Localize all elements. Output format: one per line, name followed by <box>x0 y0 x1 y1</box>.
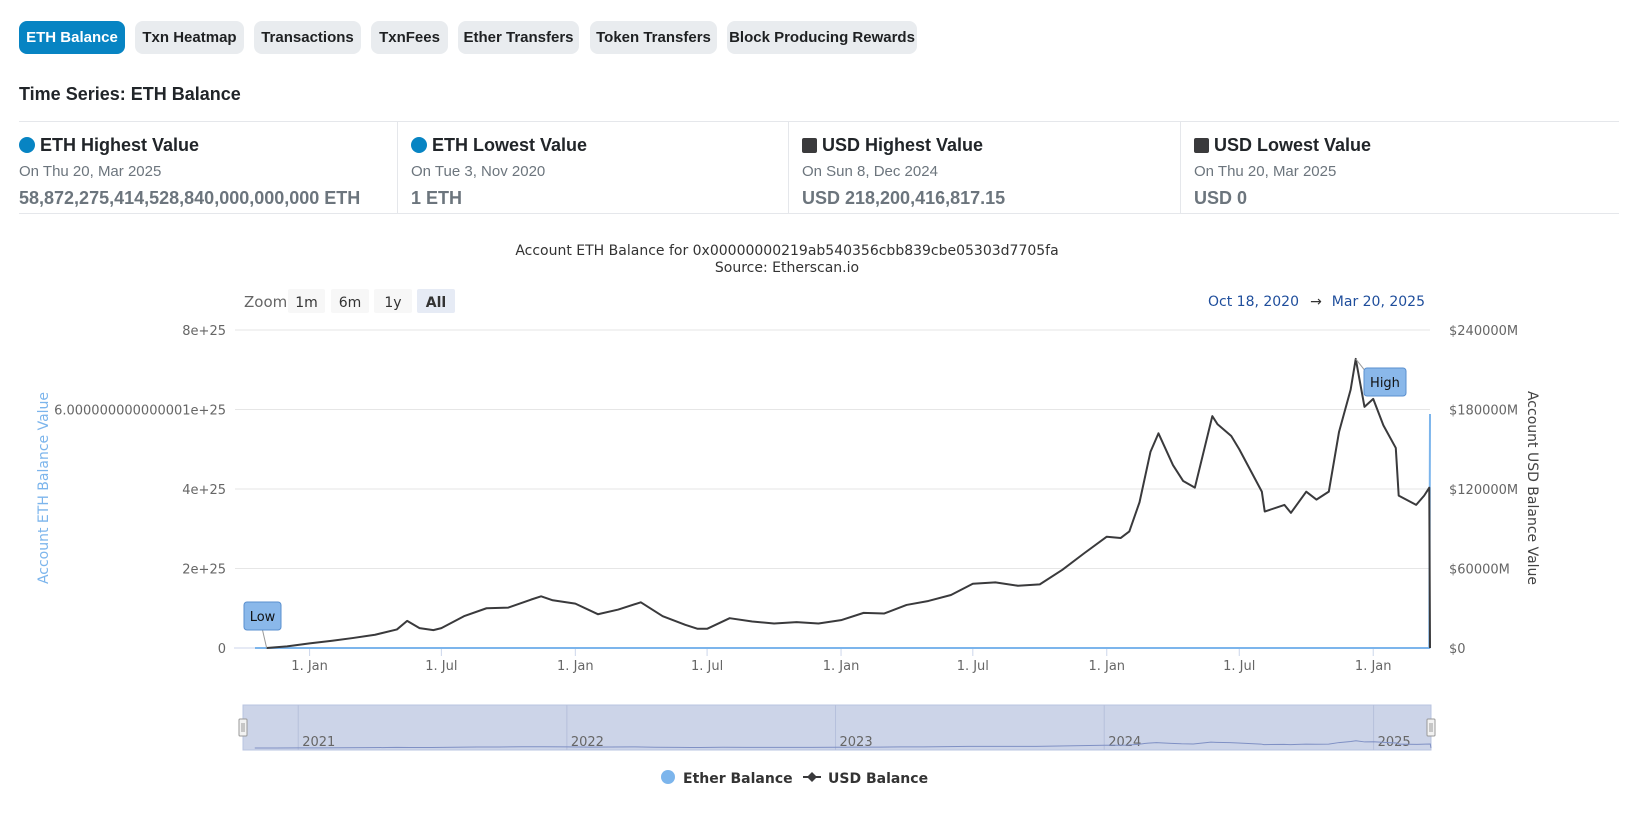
zoom-1y-label: 1y <box>384 295 401 311</box>
stat-value: 58,872,275,414,528,840,000,000,000 ETH <box>19 188 361 208</box>
navigator-right-handle[interactable] <box>1426 718 1436 737</box>
chart-title: Account ETH Balance for 0x00000000219ab5… <box>515 243 1058 259</box>
tab-txnfees[interactable]: TxnFees <box>371 21 448 54</box>
stat-title: ETH Lowest Value <box>432 135 588 155</box>
y-right-tick-label: $0 <box>1449 642 1466 657</box>
stat-value: USD 0 <box>1194 188 1248 208</box>
stat-eth-highest: ETH Highest Value On Thu 20, Mar 2025 58… <box>19 122 397 213</box>
x-tick-label: 1. Jul <box>691 659 723 674</box>
stat-divider <box>1180 122 1181 213</box>
range-from[interactable]: Oct 18, 2020 <box>1208 294 1299 310</box>
y-right-tick-label: $240000M <box>1449 324 1518 339</box>
stat-title: USD Lowest Value <box>1214 135 1372 155</box>
navigator-year-label: 2024 <box>1108 735 1141 750</box>
navigator-year-label: 2023 <box>840 735 873 750</box>
stat-date: On Tue 3, Nov 2020 <box>411 163 546 180</box>
eth-dot-icon <box>19 137 35 153</box>
y-right-tick-label: $180000M <box>1449 404 1518 419</box>
y-left-tick-label: 2e+25 <box>182 563 226 578</box>
zoom-1m-label: 1m <box>295 295 318 311</box>
tab-token-transfers[interactable]: Token Transfers <box>590 21 717 54</box>
tab-txn-heatmap[interactable]: Txn Heatmap <box>135 21 244 54</box>
stat-divider <box>397 122 398 213</box>
annotation-high-flag <box>1363 367 1407 397</box>
usd-square-icon <box>802 138 817 153</box>
section-title: Time Series: ETH Balance <box>19 84 241 104</box>
navigator-left-handle[interactable] <box>238 718 248 737</box>
annotation-high-label: High <box>1370 376 1400 391</box>
y-left-tick-label: 6.000000000000001e+25 <box>54 404 226 419</box>
y-axis-left-title: Account ETH Balance Value <box>36 392 52 584</box>
zoom-1y-button[interactable] <box>374 289 412 313</box>
chart-subtitle: Source: Etherscan.io <box>715 260 859 276</box>
stat-value: USD 218,200,416,817.15 <box>802 188 1006 208</box>
x-tick-label: 1. Jul <box>1223 659 1255 674</box>
legend-item-usd-balance[interactable]: USD Balance <box>828 771 928 787</box>
tab-block-producing-rewards[interactable]: Block Producing Rewards <box>727 21 917 54</box>
range-to[interactable]: Mar 20, 2025 <box>1332 294 1425 310</box>
tab-transactions[interactable]: Transactions <box>254 21 361 54</box>
navigator-series-line <box>254 740 1432 749</box>
stat-usd-highest: USD Highest Value On Sun 8, Dec 2024 USD… <box>802 122 1178 213</box>
tab-ether-transfers[interactable]: Ether Transfers <box>458 21 579 54</box>
ether-balance-legend-dot-icon <box>661 770 675 784</box>
x-tick-label: 1. Jan <box>1088 659 1125 674</box>
x-tick-label: 1. Jul <box>425 659 457 674</box>
ether-balance-line <box>255 413 1431 649</box>
y-left-tick-label: 0 <box>218 642 226 657</box>
stat-eth-lowest: ETH Lowest Value On Tue 3, Nov 2020 1 ET… <box>411 122 787 213</box>
x-tick-label: 1. Jul <box>957 659 989 674</box>
stat-usd-lowest: USD Lowest Value On Thu 20, Mar 2025 USD… <box>1194 122 1594 213</box>
legend-item-ether-balance[interactable]: Ether Balance <box>683 771 793 787</box>
zoom-label: Zoom <box>244 293 287 311</box>
zoom-All-button[interactable] <box>417 289 455 313</box>
range-arrow: → <box>1310 294 1322 310</box>
y-right-tick-label: $120000M <box>1449 483 1518 498</box>
y-axis-right-title: Account USD Balance Value <box>1524 391 1540 585</box>
annotation-low-flag <box>243 601 282 631</box>
x-tick-label: 1. Jan <box>291 659 328 674</box>
eth-dot-icon <box>411 137 427 153</box>
x-tick-label: 1. Jan <box>823 659 860 674</box>
annotation-connector <box>262 629 268 649</box>
y-left-tick-label: 8e+25 <box>182 324 226 339</box>
usd-square-icon <box>1194 138 1209 153</box>
usd-balance-line <box>266 357 1431 649</box>
annotation-low-label: Low <box>250 610 276 625</box>
stat-date: On Sun 8, Dec 2024 <box>802 163 938 180</box>
stat-value: 1 ETH <box>411 188 463 208</box>
x-tick-label: 1. Jan <box>557 659 594 674</box>
tab-eth-balance[interactable]: ETH Balance <box>19 21 125 54</box>
y-right-tick-label: $60000M <box>1449 563 1510 578</box>
stat-title: ETH Highest Value <box>40 135 200 155</box>
stat-date: On Thu 20, Mar 2025 <box>19 163 162 180</box>
x-tick-label: 1. Jan <box>1355 659 1392 674</box>
stat-divider <box>788 122 789 213</box>
eth-balance-chart: Account ETH Balance for 0x00000000219ab5… <box>36 243 1540 787</box>
zoom-6m-button[interactable] <box>331 289 369 313</box>
zoom-6m-label: 6m <box>339 295 362 311</box>
navigator-year-label: 2022 <box>571 735 604 750</box>
stat-title: USD Highest Value <box>822 135 984 155</box>
usd-balance-legend-marker-icon <box>807 772 817 782</box>
zoom-1m-button[interactable] <box>288 289 325 313</box>
navigator-year-label: 2021 <box>302 735 335 750</box>
zoom-All-label: All <box>426 295 446 311</box>
y-left-tick-label: 4e+25 <box>182 483 226 498</box>
stat-date: On Thu 20, Mar 2025 <box>1194 163 1337 180</box>
stats-strip: ETH Highest Value On Thu 20, Mar 2025 58… <box>19 121 1619 214</box>
